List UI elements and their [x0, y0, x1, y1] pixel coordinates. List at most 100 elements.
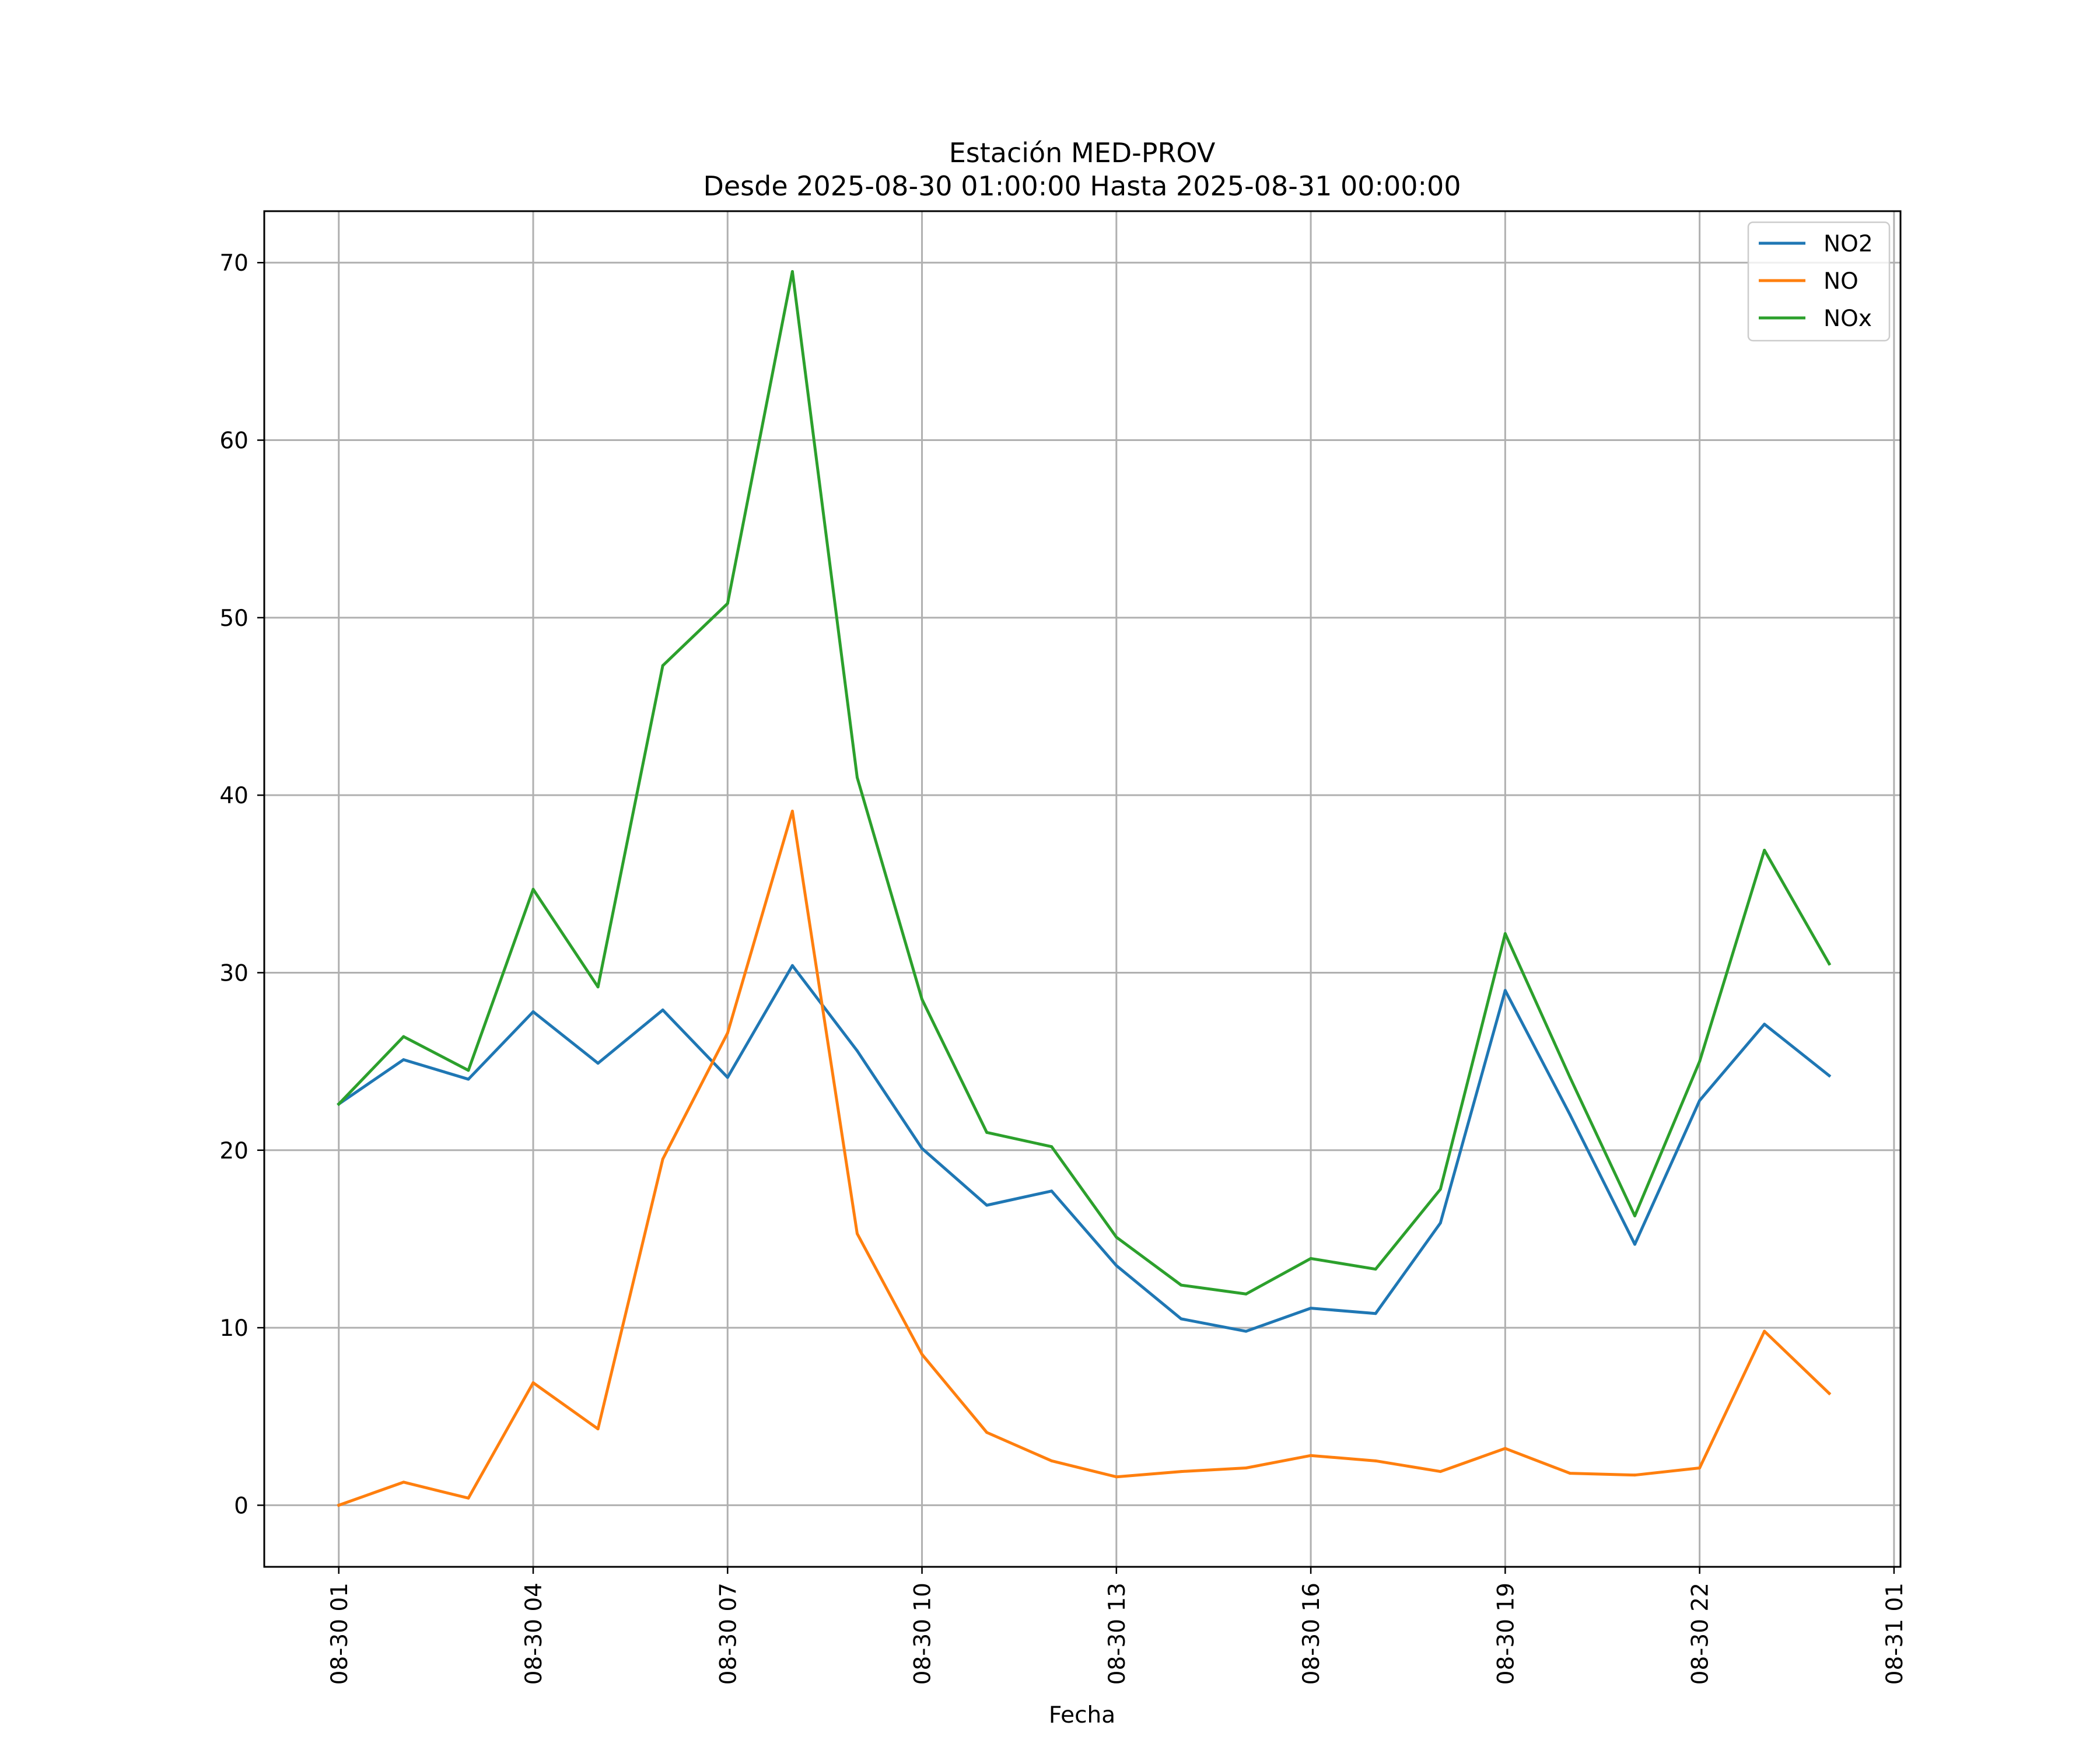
data-point-no2 [1374, 1312, 1377, 1315]
data-point-no [1503, 1447, 1507, 1450]
y-tick-label: 0 [234, 1493, 249, 1519]
data-point-no [1828, 1392, 1831, 1395]
x-tick-label: 08-30 16 [1298, 1583, 1325, 1685]
data-point-no2 [1115, 1264, 1118, 1268]
legend-label-no: NO [1824, 268, 1859, 295]
data-point-nox [1309, 1256, 1312, 1260]
y-tick-label: 10 [219, 1315, 249, 1342]
y-tick-label: 60 [219, 428, 249, 454]
plot-area-frame [263, 210, 1902, 1568]
data-point-no2 [1698, 1099, 1702, 1102]
data-point-nox [1438, 1188, 1442, 1191]
chart-title: Estación MED-PROV [949, 137, 1216, 169]
y-tick-label: 20 [219, 1138, 249, 1164]
data-point-no2 [531, 1010, 535, 1013]
data-point-nox [1698, 1060, 1702, 1063]
data-point-nox [790, 270, 794, 273]
data-point-no2 [1828, 1074, 1831, 1077]
data-point-no [1438, 1470, 1442, 1474]
chart-subtitle: Desde 2025-08-30 01:00:00 Hasta 2025-08-… [703, 170, 1461, 202]
data-point-no2 [1244, 1329, 1248, 1333]
data-point-nox [985, 1130, 989, 1134]
data-point-nox [726, 602, 729, 606]
data-point-no2 [921, 1147, 924, 1150]
data-point-nox [1633, 1214, 1637, 1217]
x-tick-label: 08-30 19 [1493, 1583, 1519, 1685]
data-point-no [337, 1503, 341, 1507]
x-axis-label: Fecha [1049, 1702, 1115, 1728]
data-point-no2 [402, 1058, 405, 1062]
x-tick-label: 08-30 22 [1688, 1583, 1714, 1685]
data-point-no [921, 1353, 924, 1356]
data-point-nox [1180, 1283, 1183, 1287]
data-point-nox [661, 664, 664, 667]
series-line-no [337, 810, 1832, 1507]
data-point-nox [337, 1102, 341, 1106]
legend-box [1747, 221, 1891, 342]
data-point-no [790, 810, 794, 813]
data-point-no [1698, 1466, 1702, 1470]
data-point-no [1244, 1466, 1248, 1470]
data-point-no [1180, 1470, 1183, 1474]
data-point-no [531, 1381, 535, 1384]
data-point-no2 [1568, 1113, 1572, 1116]
y-tick-label: 40 [219, 783, 249, 809]
x-tick-label: 08-30 01 [327, 1583, 353, 1685]
data-point-no [1633, 1474, 1637, 1477]
data-point-no2 [596, 1062, 600, 1065]
data-point-no [1568, 1472, 1572, 1475]
data-point-no2 [985, 1203, 989, 1207]
data-point-nox [1244, 1292, 1248, 1296]
data-point-no [1050, 1459, 1054, 1462]
x-tick-label: 08-31 01 [1882, 1583, 1908, 1685]
x-tick-label: 08-30 10 [910, 1583, 936, 1685]
data-point-no [402, 1480, 405, 1484]
data-point-no [596, 1427, 600, 1431]
data-point-nox [402, 1035, 405, 1038]
series-lines [337, 270, 1832, 1507]
axis-ticks: 0 10 20 30 40 50 60 70 08-30 01 08-30 04 08-30 07 0… [219, 250, 1908, 1685]
y-tick-label: 50 [219, 606, 249, 632]
y-tick-label: 30 [219, 960, 249, 986]
data-point-no2 [1763, 1023, 1766, 1026]
data-point-no [1374, 1459, 1377, 1462]
data-point-no [1115, 1475, 1118, 1479]
data-point-no2 [467, 1077, 470, 1081]
data-point-nox [1503, 932, 1507, 936]
data-point-no [855, 1232, 859, 1236]
data-point-no2 [661, 1008, 664, 1012]
data-point-no2 [855, 1049, 859, 1052]
data-point-no2 [1180, 1317, 1183, 1321]
data-point-nox [1763, 849, 1766, 852]
x-tick-label: 08-30 04 [521, 1583, 547, 1685]
data-point-no2 [1503, 989, 1507, 992]
data-point-nox [1050, 1145, 1054, 1149]
data-point-nox [921, 998, 924, 1001]
data-point-no2 [1633, 1242, 1637, 1246]
data-point-nox [531, 887, 535, 891]
data-point-no2 [1438, 1222, 1442, 1225]
data-point-no2 [1050, 1189, 1054, 1193]
legend: NO2 NO NOx [1747, 221, 1891, 342]
data-point-no2 [1309, 1307, 1312, 1310]
data-point-no [985, 1431, 989, 1434]
series-line-nox [337, 270, 1832, 1296]
x-tick-label: 08-30 13 [1104, 1583, 1130, 1685]
data-point-nox [1374, 1268, 1377, 1271]
data-point-nox [855, 776, 859, 779]
data-point-nox [1828, 962, 1831, 965]
data-point-nox [467, 1069, 470, 1072]
data-point-nox [596, 985, 600, 989]
data-point-no2 [726, 1076, 729, 1079]
legend-label-no2: NO2 [1824, 231, 1873, 257]
series-line-no2 [337, 964, 1832, 1333]
data-point-nox [1568, 1076, 1572, 1079]
data-point-no2 [790, 964, 794, 967]
data-point-no [467, 1496, 470, 1500]
data-point-nox [1115, 1236, 1118, 1239]
y-tick-label: 70 [219, 250, 249, 276]
x-tick-label: 08-30 07 [715, 1583, 741, 1685]
data-point-no [1309, 1454, 1312, 1457]
data-point-no [661, 1157, 664, 1161]
